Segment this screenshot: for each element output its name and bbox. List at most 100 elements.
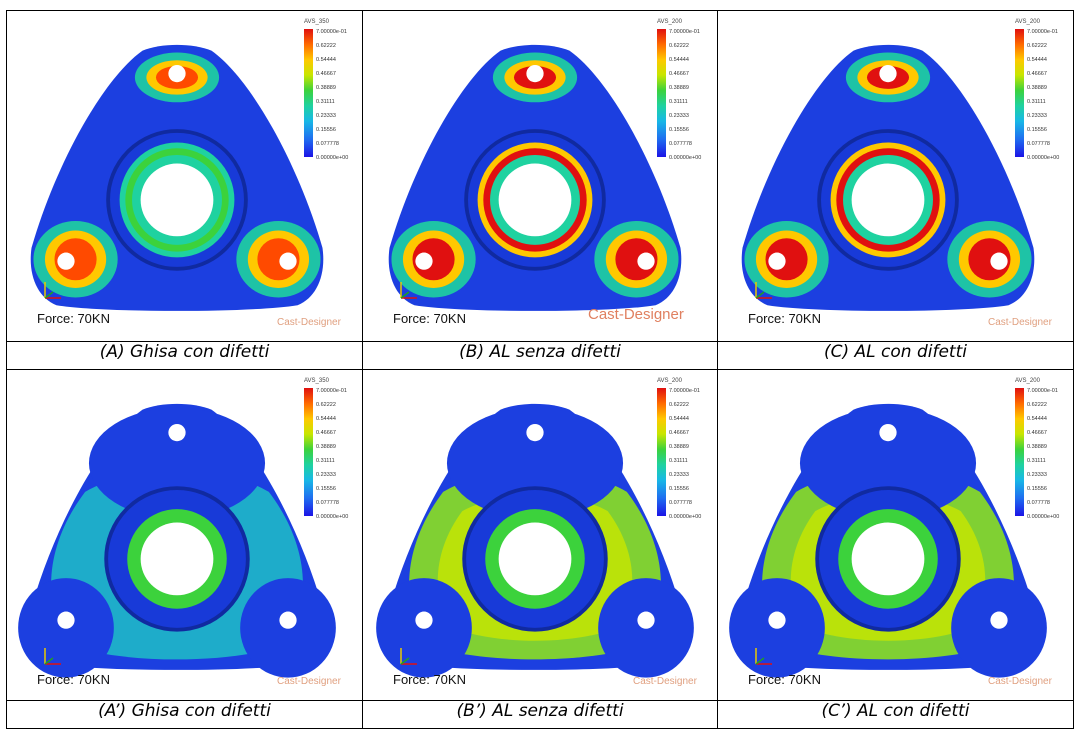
legend-tick: 7.00000e-01 [1027,388,1058,394]
panel-b-prime: AVS_200 7.00000e-01 0.62222 0.54444 0.46667… [362,369,718,701]
legend-tick: 0.38889 [316,85,336,91]
brand-watermark: Cast-Designer [988,317,1052,328]
legend-title: AVS_200 [657,19,682,25]
legend-tick: 0.62222 [316,402,336,408]
axes-triad-icon [44,648,61,665]
center-hole [498,163,572,237]
legend-tick: 0.077778 [316,141,339,147]
legend-tick: 0.38889 [316,444,336,450]
legend-tick: 0.62222 [316,43,336,49]
legend-colorbar [657,388,666,516]
legend-tick: 0.15556 [1027,486,1047,492]
mount-hole-top [526,64,544,83]
center-hole [851,163,925,237]
legend-tick: 0.54444 [669,416,689,422]
brand-watermark: Cast-Designer [588,306,684,323]
stress-lobe-core [615,238,658,281]
legend-tick: 0.15556 [1027,127,1047,133]
legend-tick: 0.31111 [669,458,688,464]
mount-hole-left [415,252,433,270]
axes-triad-icon [755,282,772,299]
force-label: Force: 70KN [748,311,821,326]
mount-hole-top [879,64,897,83]
legend-tick: 0.46667 [1027,430,1047,436]
fea-stress-plot [741,44,1035,311]
legend-title: AVS_200 [657,378,682,384]
mount-hole-left [57,252,75,270]
legend-tick: 0.46667 [1027,71,1047,77]
legend-tick: 0.31111 [1027,458,1046,464]
legend-tick: 0.38889 [669,444,689,450]
legend-title: AVS_350 [304,19,329,25]
fea-stress-plot [30,44,324,311]
legend-colorbar [1015,388,1024,516]
low-zone-top [799,407,977,519]
mount-hole-left [768,252,786,270]
legend-tick: 0.23333 [316,472,336,478]
mount-hole-right [990,252,1008,270]
stress-lobe-core [257,238,300,281]
stress-lobe-core [765,238,808,281]
center-hole [140,163,214,237]
legend-tick: 0.077778 [1027,500,1050,506]
legend-tick: 0.54444 [1027,57,1047,63]
fea-stress-plot [376,403,694,678]
legend-title: AVS_200 [1015,19,1040,25]
center-hole [140,522,214,596]
panel-c: AVS_200 7.00000e-01 0.62222 0.54444 0.46667… [717,10,1074,342]
force-label: Force: 70KN [37,672,110,687]
brand-watermark: Cast-Designer [988,676,1052,687]
legend-tick: 0.077778 [316,500,339,506]
legend-tick: 0.62222 [669,43,689,49]
legend-tick: 0.38889 [1027,444,1047,450]
legend-tick: 0.62222 [1027,43,1047,49]
caption-a-prime: (A’) Ghisa con difetti [6,700,363,729]
force-label: Force: 70KN [393,311,466,326]
legend-tick: 0.62222 [669,402,689,408]
force-label: Force: 70KN [393,672,466,687]
legend-tick: 0.23333 [1027,472,1047,478]
mount-hole-right [990,611,1008,629]
mount-hole-top [168,64,186,83]
caption-c: (C) AL con difetti [717,341,1074,370]
legend-title: AVS_350 [304,378,329,384]
legend-tick: 0.077778 [669,500,692,506]
caption-c-prime: (C’) AL con difetti [717,700,1074,729]
figure-grid: AVS_350 7.00000e-01 0.62222 0.54444 0.46667… [6,10,1074,729]
legend-tick: 0.46667 [316,71,336,77]
panel-a-prime: AVS_350 7.00000e-01 0.62222 0.54444 0.46667… [6,369,363,701]
panel-c-prime: AVS_200 7.00000e-01 0.62222 0.54444 0.46667… [717,369,1074,701]
stress-lobe-core [54,238,97,281]
legend-tick: 0.15556 [316,127,336,133]
mount-hole-top [879,423,897,442]
legend-tick: 0.46667 [316,430,336,436]
legend-tick: 0.23333 [669,472,689,478]
low-zone-top [446,407,624,519]
legend-tick: 7.00000e-01 [1027,29,1058,35]
legend-title: AVS_200 [1015,378,1040,384]
legend-tick: 0.62222 [1027,402,1047,408]
mount-hole-right [279,252,297,270]
mount-hole-top [168,423,186,442]
mount-hole-top [526,423,544,442]
fea-stress-plot [18,403,336,678]
legend-tick: 0.54444 [669,57,689,63]
legend-tick: 0.54444 [316,416,336,422]
legend-tick: 0.46667 [669,430,689,436]
legend-tick: 7.00000e-01 [669,388,700,394]
mount-hole-right [637,252,655,270]
legend-tick: 0.54444 [1027,416,1047,422]
caption-b: (B) AL senza difetti [362,341,718,370]
legend-tick: 0.31111 [316,458,335,464]
legend-tick: 0.23333 [1027,113,1047,119]
center-hole [498,522,572,596]
force-label: Force: 70KN [37,311,110,326]
mount-hole-left [768,611,786,629]
stress-lobe-core [968,238,1011,281]
legend-tick: 0.15556 [316,486,336,492]
mount-hole-left [57,611,75,629]
legend-tick: 0.23333 [316,113,336,119]
legend-colorbar [304,388,313,516]
axes-triad-icon [755,648,772,665]
brand-watermark: Cast-Designer [277,317,341,328]
